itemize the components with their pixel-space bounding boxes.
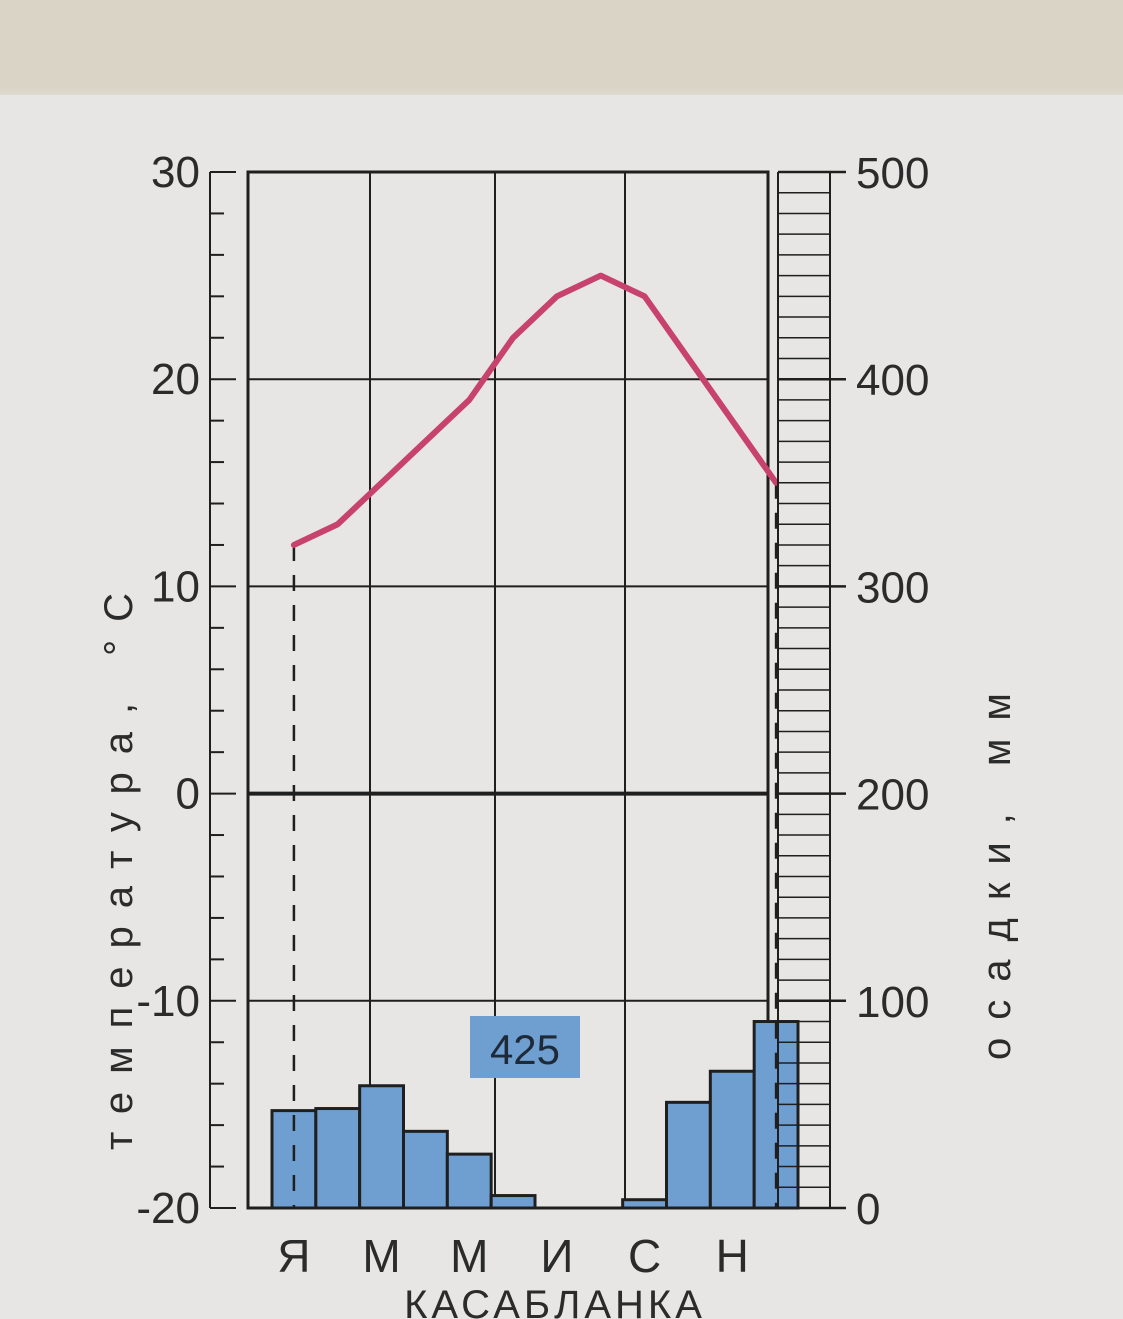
temperature-axis-title: температура, °С <box>97 575 141 1150</box>
month-label: М <box>362 1230 400 1282</box>
precipitation-bar <box>445 1152 493 1210</box>
temperature-point <box>729 418 735 424</box>
precipitation-bar <box>402 1129 449 1210</box>
temperature-tick-label: 10 <box>151 562 200 611</box>
temperature-point <box>291 542 297 548</box>
temperature-point <box>598 273 604 279</box>
month-label: С <box>628 1230 661 1282</box>
precipitation-tick-label: 200 <box>856 771 929 820</box>
dashed-guides <box>292 482 778 1208</box>
temperature-tick-label: 0 <box>176 770 200 819</box>
precipitation-bar <box>489 1194 537 1210</box>
month-label: М <box>450 1230 488 1282</box>
temperature-point <box>422 438 428 444</box>
temperature-tick-label: -20 <box>136 1184 200 1233</box>
precipitation-tick-label: 300 <box>856 563 929 612</box>
precipitation-tick-label: 100 <box>856 978 929 1027</box>
precipitation-tick-label: 400 <box>856 356 929 405</box>
precipitation-bar <box>708 1069 756 1210</box>
total-precipitation-value: 425 <box>490 1026 560 1073</box>
precipitation-axis: 500 400 300 200 100 0 <box>777 149 929 1234</box>
month-label: Я <box>277 1230 310 1282</box>
paper-sheet <box>0 95 1123 1319</box>
temperature-point <box>466 397 472 403</box>
total-badge-bg <box>470 1016 580 1078</box>
total-precipitation-badge: 425 <box>470 1016 580 1078</box>
temperature-line <box>290 272 780 548</box>
precipitation-tick-label: 500 <box>856 149 929 198</box>
temperature-axis: 30 20 10 0 -10 -20 <box>136 148 236 1233</box>
temperature-point <box>642 293 648 299</box>
precipitation-bar <box>665 1100 712 1210</box>
temperature-point <box>554 293 560 299</box>
precipitation-bar <box>358 1084 405 1210</box>
temperature-tick-label: 30 <box>151 148 200 197</box>
precipitation-axis-title: осадки, мм <box>975 675 1019 1060</box>
temperature-point <box>510 335 516 341</box>
temperature-line-group <box>290 272 780 548</box>
city-name: КАСАБЛАНКА <box>404 1283 706 1319</box>
temperature-tick-label: 20 <box>151 355 200 404</box>
temperature-point <box>335 521 341 527</box>
precipitation-bar <box>314 1107 362 1210</box>
temperature-point <box>379 480 385 486</box>
month-label: Н <box>716 1230 749 1282</box>
month-label: И <box>540 1230 573 1282</box>
temperature-tick-label: -10 <box>136 977 200 1026</box>
temperature-point <box>685 355 691 361</box>
precipitation-tick-label: 0 <box>856 1185 880 1234</box>
